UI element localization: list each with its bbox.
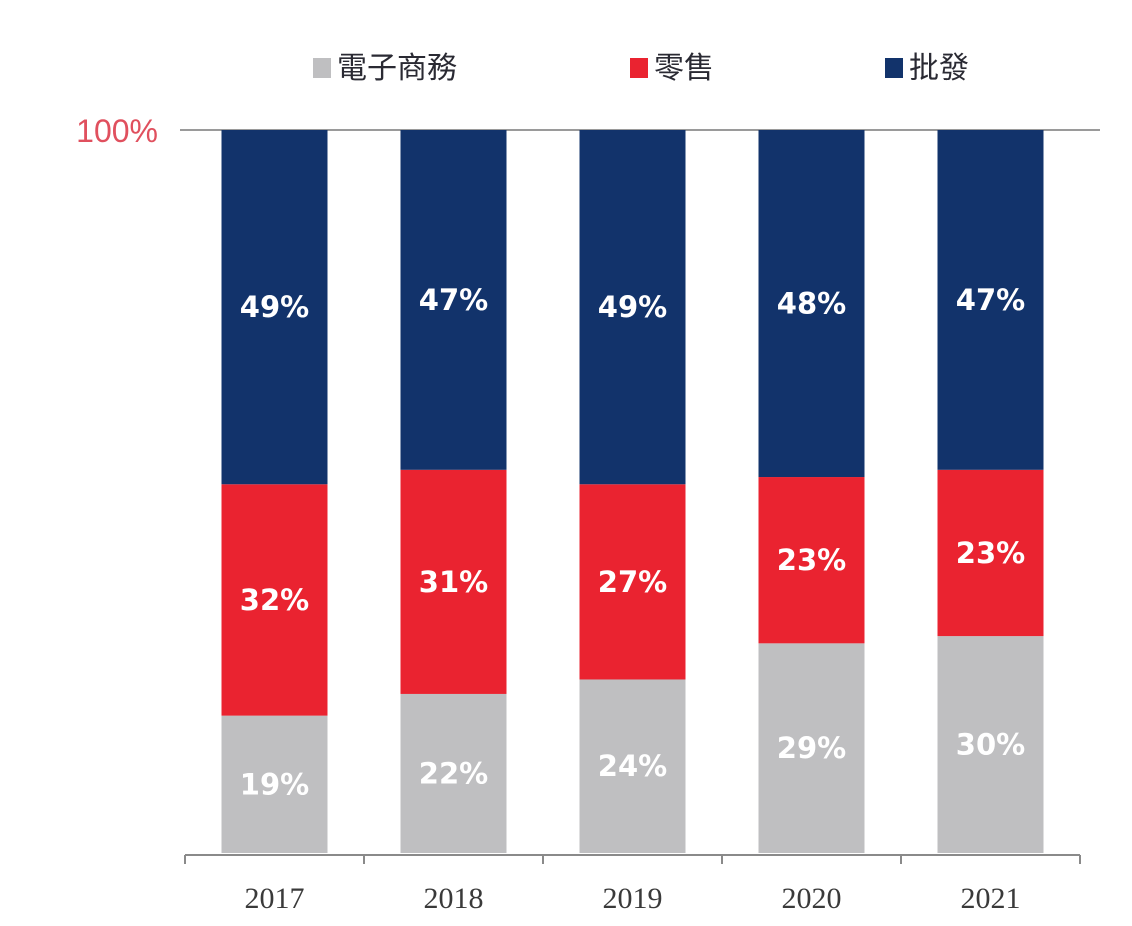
legend-swatch-2 bbox=[885, 58, 903, 78]
data-label-2020-series-0: 29% bbox=[777, 731, 846, 765]
bar-2018-series-2 bbox=[400, 130, 507, 470]
bar-2021-series-0 bbox=[937, 636, 1044, 853]
bars: 19% 32% 49% 22% 31% 47% 24% 27% 49% 29% 23% 48% 30% 2… bbox=[221, 130, 1044, 853]
bar-2021-series-2 bbox=[937, 130, 1044, 470]
legend-swatch-0 bbox=[313, 58, 331, 78]
bar-2018-series-0 bbox=[400, 693, 507, 853]
data-label-2018-series-0: 22% bbox=[419, 756, 488, 790]
data-label-2017-series-2: 49% bbox=[240, 290, 309, 324]
bar-2020-series-1 bbox=[758, 477, 865, 644]
x-tick-label-2020: 2020 bbox=[782, 882, 842, 915]
bar-2020-series-0 bbox=[758, 643, 865, 853]
bar-2019-series-0 bbox=[579, 679, 686, 853]
data-label-2017-series-0: 19% bbox=[240, 767, 309, 801]
bar-2017-series-2 bbox=[221, 130, 328, 485]
x-tick-label-2019: 2019 bbox=[603, 882, 663, 915]
bar-2018-series-1 bbox=[400, 469, 507, 694]
data-label-2020-series-1: 23% bbox=[777, 543, 846, 577]
data-label-2021-series-0: 30% bbox=[956, 728, 1025, 762]
x-tick-label-2021: 2021 bbox=[961, 882, 1021, 915]
legend-label-1: 零售 bbox=[654, 51, 714, 86]
legend-label-2: 批發 bbox=[909, 51, 969, 86]
data-label-2017-series-1: 32% bbox=[240, 583, 309, 617]
x-tick-label-2017: 2017 bbox=[245, 882, 305, 915]
legend-label-0: 電子商務 bbox=[337, 51, 457, 86]
data-label-2020-series-2: 48% bbox=[777, 287, 846, 321]
bar-2019-series-1 bbox=[579, 484, 686, 680]
x-axis: 2017 2018 2019 2020 2021 bbox=[184, 854, 1081, 915]
data-label-2019-series-0: 24% bbox=[598, 749, 667, 783]
data-label-2019-series-1: 27% bbox=[598, 565, 667, 599]
y-tick-label-100: 100% bbox=[76, 113, 158, 149]
bar-2017-series-1 bbox=[221, 484, 328, 716]
data-label-2021-series-2: 47% bbox=[956, 283, 1025, 317]
bar-2020-series-2 bbox=[758, 130, 865, 478]
x-tick-label-2018: 2018 bbox=[424, 882, 484, 915]
legend-swatch-1 bbox=[630, 58, 648, 78]
bar-2021-series-1 bbox=[937, 469, 1044, 637]
data-label-2019-series-2: 49% bbox=[598, 290, 667, 324]
data-label-2018-series-1: 31% bbox=[419, 565, 488, 599]
data-label-2021-series-1: 23% bbox=[956, 536, 1025, 570]
bar-2019-series-2 bbox=[579, 130, 686, 485]
legend: 電子商務 零售 批發 bbox=[313, 51, 969, 86]
bar-2017-series-0 bbox=[221, 715, 328, 853]
data-label-2018-series-2: 47% bbox=[419, 283, 488, 317]
